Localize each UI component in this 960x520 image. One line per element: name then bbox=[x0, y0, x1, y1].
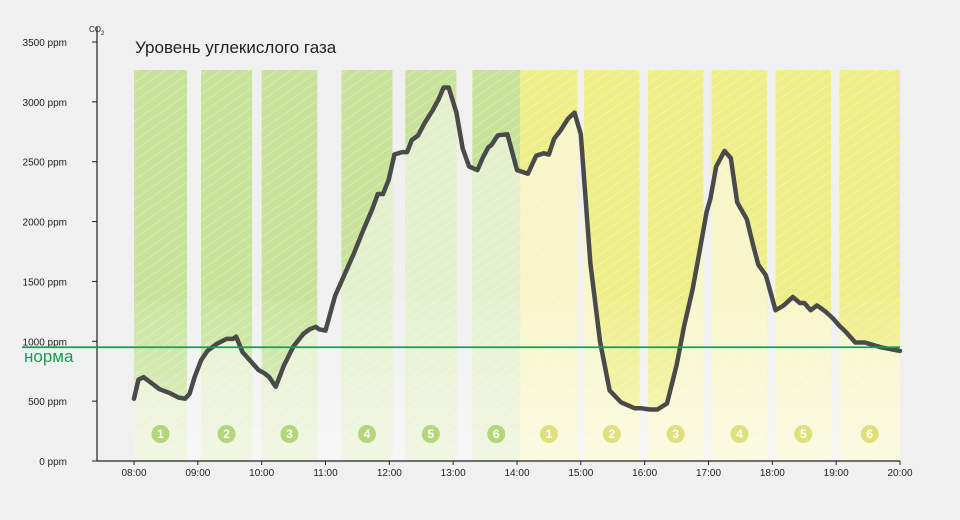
period-badge-10 bbox=[730, 425, 749, 443]
period-badge-6 bbox=[487, 425, 506, 443]
y-tick-label: 3500 ppm bbox=[23, 38, 67, 49]
x-tick-label: 16:00 bbox=[632, 468, 657, 479]
x-tick-label: 13:00 bbox=[441, 468, 466, 479]
period-badge-label-12: 6 bbox=[866, 427, 873, 441]
period-badge-label-3: 3 bbox=[286, 427, 293, 441]
y-tick-label: 2000 ppm bbox=[23, 218, 67, 229]
y-tick-label: 0 ppm bbox=[39, 457, 67, 468]
period-badge-label-9: 3 bbox=[672, 427, 679, 441]
period-badge-11 bbox=[794, 425, 813, 443]
period-badge-label-2: 2 bbox=[223, 427, 230, 441]
co2-series-line bbox=[131, 85, 903, 412]
period-badge-2 bbox=[217, 425, 236, 443]
y-tick-label: 500 ppm bbox=[28, 397, 67, 408]
x-tick-label: 15:00 bbox=[568, 468, 593, 479]
x-tick-label: 11:00 bbox=[313, 468, 338, 479]
y-tick-label: 1500 ppm bbox=[23, 277, 67, 288]
period-badge-8 bbox=[602, 425, 621, 443]
period-badge-1 bbox=[151, 425, 170, 443]
period-badge-label-8: 2 bbox=[608, 427, 615, 441]
x-tick-label: 12:00 bbox=[377, 468, 402, 479]
band-hatching bbox=[134, 70, 900, 461]
y-axis-label: CO2 bbox=[89, 25, 105, 37]
period-badge-12 bbox=[860, 425, 879, 443]
lower-fade bbox=[134, 300, 900, 461]
y-tick-label: 1000 ppm bbox=[23, 337, 67, 348]
period-badge-label-11: 5 bbox=[800, 427, 807, 441]
period-badges: 1 2 3 4 5 6 1 2 3 4 5 6 bbox=[151, 425, 879, 443]
period-badge-label-4: 4 bbox=[364, 427, 371, 441]
period-badge-label-7: 1 bbox=[546, 427, 553, 441]
period-badge-9 bbox=[666, 425, 685, 443]
period-badge-5 bbox=[421, 425, 440, 443]
norm-label: норма bbox=[24, 347, 74, 366]
y-tick-label: 3000 ppm bbox=[23, 98, 67, 109]
x-tick-label: 19:00 bbox=[824, 468, 849, 479]
x-tick-label: 08:00 bbox=[121, 468, 146, 479]
period-badge-label-1: 1 bbox=[157, 427, 164, 441]
x-tick-label: 09:00 bbox=[185, 468, 210, 479]
x-tick-label: 10:00 bbox=[249, 468, 274, 479]
x-tick-label: 20:00 bbox=[887, 468, 912, 479]
period-badge-label-10: 4 bbox=[736, 427, 743, 441]
x-tick-label: 18:00 bbox=[760, 468, 785, 479]
x-ticks: 08:00 09:00 10:00 11:00 12:00 13:00 14:00 15:00… bbox=[121, 461, 913, 479]
y-tick-label: 2500 ppm bbox=[23, 158, 67, 169]
y-ticks: 0 ppm 500 ppm 1000 ppm 1500 ppm 2000 ppm 2500… bbox=[23, 38, 97, 468]
period-badge-3 bbox=[280, 425, 299, 443]
period-badge-7 bbox=[539, 425, 558, 443]
period-badge-label-5: 5 bbox=[427, 427, 434, 441]
period-badge-4 bbox=[357, 425, 376, 443]
x-tick-label: 17:00 bbox=[696, 468, 721, 479]
x-tick-label: 14:00 bbox=[504, 468, 529, 479]
chart-title: Уровень углекислого газа bbox=[135, 38, 337, 57]
period-badge-label-6: 6 bbox=[493, 427, 500, 441]
